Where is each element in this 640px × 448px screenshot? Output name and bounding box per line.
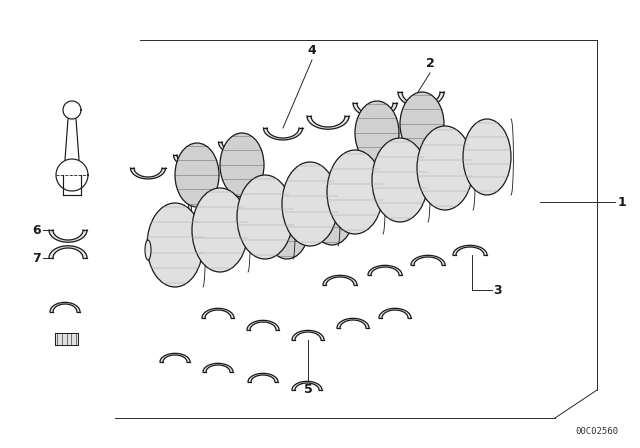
Polygon shape (398, 92, 444, 107)
Polygon shape (278, 212, 281, 232)
Polygon shape (160, 353, 190, 362)
Polygon shape (131, 168, 166, 179)
Ellipse shape (192, 188, 248, 272)
Polygon shape (218, 142, 255, 154)
Text: 7: 7 (32, 251, 41, 264)
Polygon shape (203, 363, 233, 372)
Ellipse shape (310, 181, 354, 245)
Polygon shape (307, 116, 349, 129)
Ellipse shape (417, 126, 473, 210)
Polygon shape (411, 255, 445, 265)
Text: 3: 3 (493, 284, 502, 297)
Ellipse shape (145, 240, 151, 260)
Polygon shape (323, 276, 357, 285)
Ellipse shape (463, 119, 511, 195)
Polygon shape (248, 170, 251, 225)
Polygon shape (202, 308, 234, 318)
Polygon shape (292, 381, 322, 390)
Polygon shape (353, 103, 397, 117)
Polygon shape (337, 319, 369, 328)
Text: 5: 5 (303, 383, 312, 396)
Polygon shape (49, 230, 87, 242)
Ellipse shape (327, 150, 383, 234)
Polygon shape (453, 246, 487, 255)
Ellipse shape (282, 162, 338, 246)
Polygon shape (55, 333, 78, 345)
Polygon shape (292, 330, 324, 340)
Polygon shape (248, 373, 278, 382)
Ellipse shape (220, 133, 264, 197)
Polygon shape (323, 199, 326, 218)
Polygon shape (368, 265, 402, 275)
Polygon shape (383, 138, 386, 187)
Polygon shape (293, 212, 296, 232)
Polygon shape (233, 170, 236, 225)
Ellipse shape (372, 138, 428, 222)
Polygon shape (428, 129, 431, 175)
Polygon shape (203, 180, 206, 240)
Ellipse shape (175, 143, 219, 207)
Ellipse shape (237, 175, 293, 259)
Text: 00C02560: 00C02560 (575, 427, 618, 436)
Text: 4: 4 (308, 44, 316, 57)
Polygon shape (50, 302, 80, 312)
Ellipse shape (355, 101, 399, 165)
Polygon shape (338, 199, 341, 218)
Polygon shape (379, 308, 411, 318)
Ellipse shape (400, 92, 444, 156)
Polygon shape (264, 128, 303, 140)
Ellipse shape (265, 195, 309, 259)
Text: 6: 6 (33, 224, 41, 237)
Polygon shape (247, 320, 279, 330)
Text: 2: 2 (426, 57, 435, 70)
Polygon shape (413, 129, 416, 175)
Polygon shape (368, 138, 371, 187)
Text: 1: 1 (618, 195, 627, 208)
Ellipse shape (147, 203, 203, 287)
Polygon shape (188, 180, 191, 240)
Polygon shape (173, 155, 211, 167)
Polygon shape (49, 246, 87, 258)
